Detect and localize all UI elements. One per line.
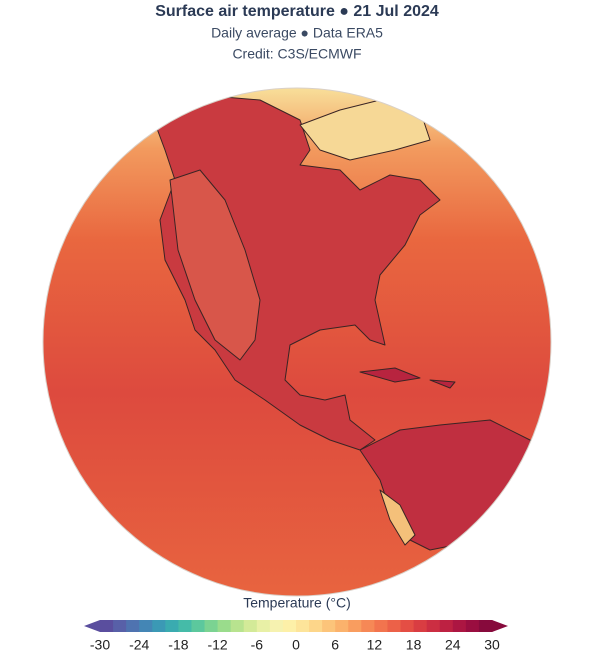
colorbar-tick-label: -6	[251, 637, 264, 653]
colorbar-segment	[478, 620, 493, 632]
title: Surface air temperature ● 21 Jul 2024	[155, 3, 439, 20]
colorbar-segment	[348, 620, 362, 632]
colorbar-segment	[374, 620, 388, 632]
colorbar-segment	[230, 620, 245, 632]
colorbar-tick-label: 12	[367, 637, 383, 653]
north-america	[149, 94, 441, 451]
colorbar-segment	[165, 620, 179, 632]
colorbar-extend-low	[84, 620, 100, 632]
rockies	[169, 169, 261, 361]
colorbar-segment	[243, 620, 258, 632]
colorbar-tick-label: 18	[406, 637, 422, 653]
colorbar-segment	[322, 620, 336, 632]
colorbar-tick-label: -18	[168, 637, 188, 653]
colorbar-tick-label: 24	[445, 637, 461, 653]
colorbar-segment	[113, 620, 127, 632]
colorbar-segment	[152, 620, 166, 632]
colorbar-segment	[204, 620, 219, 632]
caribbean	[359, 367, 456, 389]
colorbar-segment	[296, 620, 310, 632]
colorbar-segment	[191, 620, 206, 632]
colorbar-tick-label: -12	[207, 637, 227, 653]
colorbar-segment	[100, 620, 114, 632]
colorbar: -30 -24 -18 -12 -6 0 6 12 18 24 30	[84, 620, 508, 653]
colorbar-tick-label: -24	[129, 637, 149, 653]
colorbar-segment	[139, 620, 153, 632]
subtitle: Daily average ● Data ERA5	[211, 25, 383, 41]
globe-edge	[42, 87, 552, 597]
colorbar-segment	[413, 620, 428, 632]
colorbar-segment	[282, 620, 297, 632]
arctic	[299, 99, 431, 161]
colorbar-tick-label: 30	[484, 637, 500, 653]
colorbar-label: Temperature (°C)	[243, 595, 351, 611]
credit: Credit: C3S/ECMWF	[232, 46, 361, 62]
andes	[379, 489, 416, 546]
colorbar-segment	[400, 620, 415, 632]
colorbar-segment	[426, 620, 441, 632]
colorbar-extend-high	[492, 620, 508, 632]
colorbar-segment	[178, 620, 192, 632]
colorbar-segment	[439, 620, 454, 632]
globe	[42, 87, 552, 597]
colorbar-tick-label: 6	[331, 637, 339, 653]
colorbar-segment	[452, 620, 467, 632]
colorbar-segment	[256, 620, 271, 632]
colorbar-segment	[309, 620, 323, 632]
colorbar-segment	[465, 620, 480, 632]
colorbar-tick-label: 0	[292, 637, 300, 653]
colorbar-segment	[269, 620, 284, 632]
colorbar-segment	[361, 620, 375, 632]
colorbar-segment	[335, 620, 349, 632]
colorbar-segment	[217, 620, 232, 632]
colorbar-tick-label: -30	[90, 637, 110, 653]
colorbar-segment	[126, 620, 140, 632]
colorbar-segment	[387, 620, 402, 632]
